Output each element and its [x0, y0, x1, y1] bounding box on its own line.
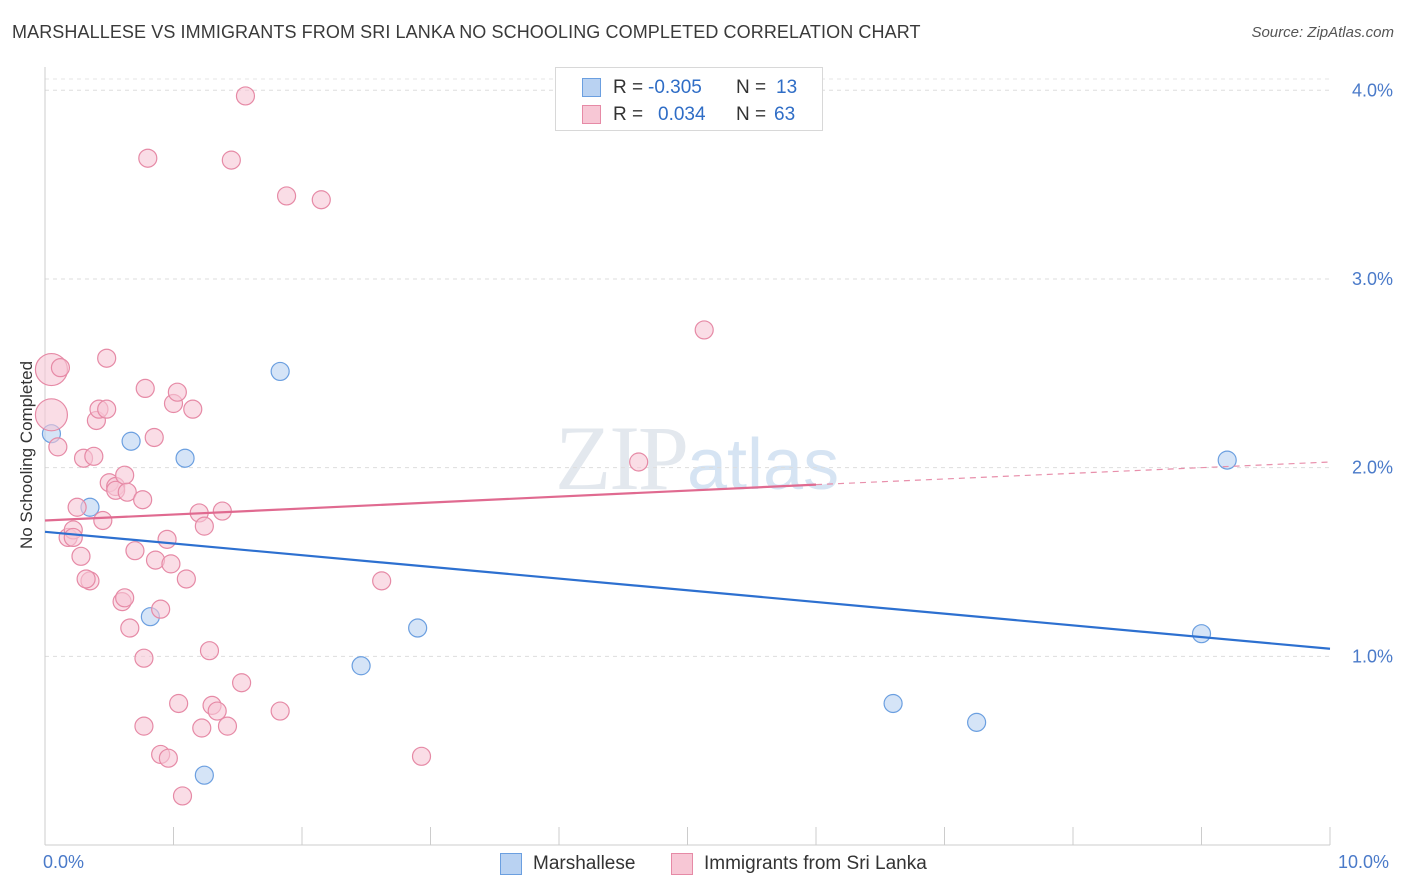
- n-label: N =: [736, 77, 767, 98]
- sri-lanka-point: [115, 465, 135, 485]
- r-value: -0.305: [648, 77, 702, 98]
- sri-lanka-point: [133, 490, 153, 510]
- sri-lanka-point: [270, 701, 290, 721]
- x-tick-label: 0.0%: [43, 852, 85, 872]
- n-label: N =: [736, 104, 767, 125]
- marshallese-point: [121, 431, 141, 451]
- sri-lanka-point: [199, 641, 220, 661]
- r-value: 0.034: [658, 104, 706, 125]
- sri-lanka-point: [161, 554, 181, 574]
- sri-lanka-point: [232, 673, 252, 693]
- sri-lanka-point: [134, 716, 154, 736]
- sri-lanka-point: [93, 510, 113, 531]
- sri-lanka-point: [372, 571, 392, 591]
- y-axis-label: No Schooling Completed: [17, 360, 36, 550]
- sri-lanka-point: [48, 437, 68, 457]
- sri-lanka-point: [76, 569, 96, 589]
- y-tick-label: 2.0%: [1352, 458, 1393, 478]
- sri-lanka-point: [172, 786, 193, 806]
- sri-lanka-point: [84, 446, 104, 466]
- chart-source: Source: ZipAtlas.com: [1251, 24, 1394, 41]
- legend-label: Immigrants from Sri Lanka: [704, 853, 927, 874]
- sri-lanka-point: [67, 497, 87, 517]
- sri-lanka-point: [276, 186, 297, 206]
- sri-lanka-point: [97, 348, 117, 368]
- sri-lanka-point: [50, 358, 71, 378]
- r-label: R =: [613, 104, 644, 125]
- sri-lanka-point: [176, 569, 196, 589]
- sri-lanka-point: [167, 382, 187, 402]
- marshallese-swatch: [582, 78, 601, 97]
- sri-lanka-point: [97, 399, 117, 419]
- sri-lanka-point: [151, 599, 171, 619]
- sri-lanka-trendline-extension: [815, 461, 1331, 486]
- chart-title: MARSHALLESE VS IMMIGRANTS FROM SRI LANKA…: [12, 22, 921, 42]
- sri-lanka-point: [694, 320, 714, 340]
- sri-lanka-point: [138, 148, 158, 168]
- marshallese-point: [408, 618, 428, 638]
- sri-lanka-point: [183, 399, 203, 419]
- sri-lanka-point: [629, 452, 649, 472]
- sri-lanka-point: [411, 746, 432, 766]
- n-value: 63: [774, 104, 796, 125]
- marshallese-point: [270, 361, 290, 382]
- n-value: 13: [776, 77, 798, 98]
- sri-lanka-point: [235, 86, 256, 106]
- sri-lanka-point: [117, 482, 137, 502]
- series-legend: Marshallese Immigrants from Sri Lanka: [0, 852, 1406, 878]
- sri-lanka-point: [221, 150, 241, 170]
- sri-lanka-point: [217, 716, 238, 736]
- sri-lanka-point: [71, 546, 91, 566]
- marshallese-point: [883, 693, 903, 714]
- stats-row-sri-lanka: R = 0.034 N = 63: [556, 100, 822, 128]
- y-tick-label: 1.0%: [1352, 646, 1393, 666]
- sri-lanka-point: [125, 541, 145, 561]
- sri-lanka-point: [144, 427, 164, 448]
- sri-lanka-swatch: [582, 105, 601, 124]
- sri-lanka-trendline: [44, 483, 817, 522]
- y-tick-label: 4.0%: [1352, 80, 1393, 100]
- marshallese-point: [1191, 624, 1212, 644]
- marshallese-point: [351, 656, 371, 676]
- marshallese-point: [1217, 450, 1237, 470]
- sri-lanka-point: [169, 693, 189, 714]
- marshallese-swatch: [500, 853, 522, 875]
- sri-lanka-point: [207, 701, 227, 721]
- watermark-atlas: atlas: [687, 425, 840, 505]
- marshallese-point: [194, 765, 214, 785]
- sri-lanka-point: [158, 748, 178, 768]
- sri-lanka-point: [120, 618, 140, 638]
- sri-lanka-swatch: [671, 853, 693, 875]
- sri-lanka-point: [115, 588, 135, 608]
- sri-lanka-point: [311, 190, 331, 210]
- marshallese-point: [967, 712, 987, 732]
- sri-lanka-point: [34, 398, 69, 432]
- sri-lanka-point: [157, 529, 177, 549]
- sri-lanka-point: [134, 648, 154, 668]
- sri-lanka-point: [194, 516, 214, 536]
- stats-legend: R = -0.305 N = 13 R = 0.034 N = 63: [555, 67, 823, 131]
- x-tick-label: 10.0%: [1338, 852, 1390, 872]
- y-tick-label: 3.0%: [1352, 269, 1393, 289]
- stats-row-marshallese: R = -0.305 N = 13: [556, 73, 822, 101]
- r-label: R =: [613, 77, 644, 98]
- sri-lanka-point: [135, 378, 155, 399]
- sri-lanka-point: [192, 718, 212, 738]
- marshallese-trendline: [44, 530, 1331, 650]
- sri-lanka-point: [63, 527, 83, 548]
- marshallese-point: [175, 448, 195, 468]
- legend-label: Marshallese: [533, 853, 636, 874]
